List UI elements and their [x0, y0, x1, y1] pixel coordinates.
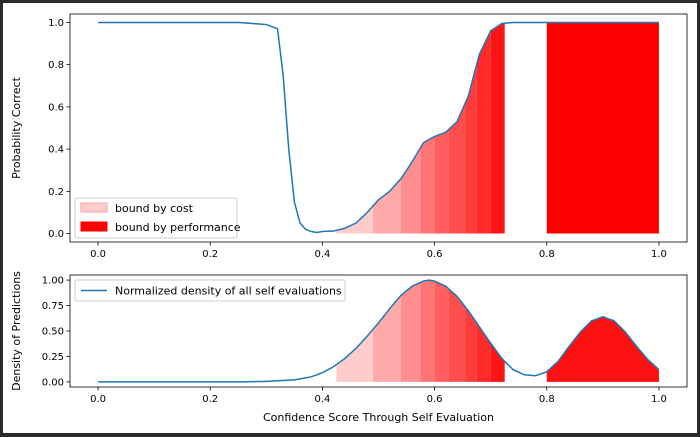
legend-label-bound-by-cost: bound by cost [115, 202, 194, 215]
x-tick-label: 0.0 [90, 249, 106, 260]
fill-region-6 [448, 102, 466, 234]
fill-region-7 [465, 64, 477, 234]
legend-swatch-bound-by-performance [80, 221, 108, 232]
fill-region-2 [372, 295, 401, 382]
density-legend: Normalized density of all self evaluatio… [74, 279, 346, 302]
probability-fill-regions [336, 22, 659, 234]
fill-region-1 [336, 206, 373, 234]
x-tick-label: 0.6 [427, 249, 443, 260]
y-tick-label: 0.50 [42, 327, 64, 338]
density-x-ticks: 0.0 0.2 0.4 0.6 0.8 1.0 [90, 387, 667, 405]
fill-region-7 [465, 307, 477, 382]
figure-canvas: 0.0 0.2 0.4 0.6 0.8 1.0 0.0 0.2 0.4 0.6 0.8 1.0 Pr… [10, 13, 688, 424]
probability-y-label: Probability Correct [10, 76, 23, 178]
density-x-label: Confidence Score Through Self Evaluation [263, 411, 494, 424]
probability-panel: 0.0 0.2 0.4 0.6 0.8 1.0 0.0 0.2 0.4 0.6 0.8 1.0 Pr… [10, 13, 688, 260]
x-tick-label: 0.6 [427, 394, 443, 405]
x-tick-label: 0.2 [202, 394, 218, 405]
fill-region-10 [546, 22, 659, 234]
fill-region-5 [434, 281, 449, 382]
density-y-ticks: 0.00 0.25 0.50 0.75 1.00 [42, 276, 70, 388]
x-tick-label: 0.8 [539, 394, 555, 405]
y-tick-label: 0.6 [48, 102, 64, 113]
probability-axes-frame [69, 13, 688, 243]
y-tick-label: 0.2 [48, 187, 64, 198]
fill-region-1 [336, 329, 373, 382]
x-tick-label: 1.0 [651, 394, 667, 405]
x-tick-label: 0.0 [90, 394, 106, 405]
density-y-label: Density of Predictions [10, 271, 23, 391]
y-tick-label: 0.25 [42, 352, 64, 363]
probability-y-ticks: 0.0 0.2 0.4 0.6 0.8 1.0 [48, 18, 70, 240]
y-tick-label: 0.00 [42, 377, 64, 388]
y-tick-label: 0.75 [42, 301, 64, 312]
fill-region-9 [490, 343, 505, 382]
legend-swatch-bound-by-cost [80, 202, 108, 213]
fill-region-3 [400, 282, 421, 382]
legend-label-density: Normalized density of all self evaluatio… [115, 285, 342, 298]
fill-region-8 [476, 322, 491, 382]
probability-legend: bound by cost bound by performance [74, 197, 241, 239]
fill-region-3 [400, 147, 421, 234]
legend-label-bound-by-performance: bound by performance [115, 221, 241, 234]
fill-region-2 [372, 178, 401, 234]
probability-legend-box [74, 197, 238, 239]
probability-line [98, 21, 659, 234]
x-tick-label: 1.0 [651, 249, 667, 260]
fill-region-4 [420, 136, 435, 234]
fill-region-10 [546, 316, 659, 382]
figure: 0.0 0.2 0.4 0.6 0.8 1.0 0.0 0.2 0.4 0.6 0.8 1.0 Pr… [3, 3, 697, 433]
y-tick-label: 0.0 [48, 229, 64, 240]
fill-region-4 [420, 280, 435, 382]
y-tick-label: 1.0 [48, 18, 64, 29]
x-tick-label: 0.8 [539, 249, 555, 260]
y-tick-label: 0.4 [48, 145, 64, 156]
x-tick-label: 0.4 [314, 249, 330, 260]
density-fill-regions [336, 280, 659, 382]
fill-region-6 [448, 288, 466, 382]
x-tick-label: 0.2 [202, 249, 218, 260]
fill-region-8 [476, 30, 491, 234]
x-tick-label: 0.4 [314, 394, 330, 405]
y-tick-label: 1.00 [42, 276, 64, 287]
density-line [98, 279, 660, 383]
density-panel: 0.0 0.2 0.4 0.6 0.8 1.0 0.000.250.500.751.00 … [10, 271, 688, 424]
fill-region-9 [490, 23, 505, 234]
density-legend-box [74, 279, 346, 302]
probability-x-ticks: 0.0 0.2 0.4 0.6 0.8 1.0 [90, 242, 667, 260]
fill-region-5 [434, 129, 449, 234]
y-tick-label: 0.8 [48, 60, 64, 71]
